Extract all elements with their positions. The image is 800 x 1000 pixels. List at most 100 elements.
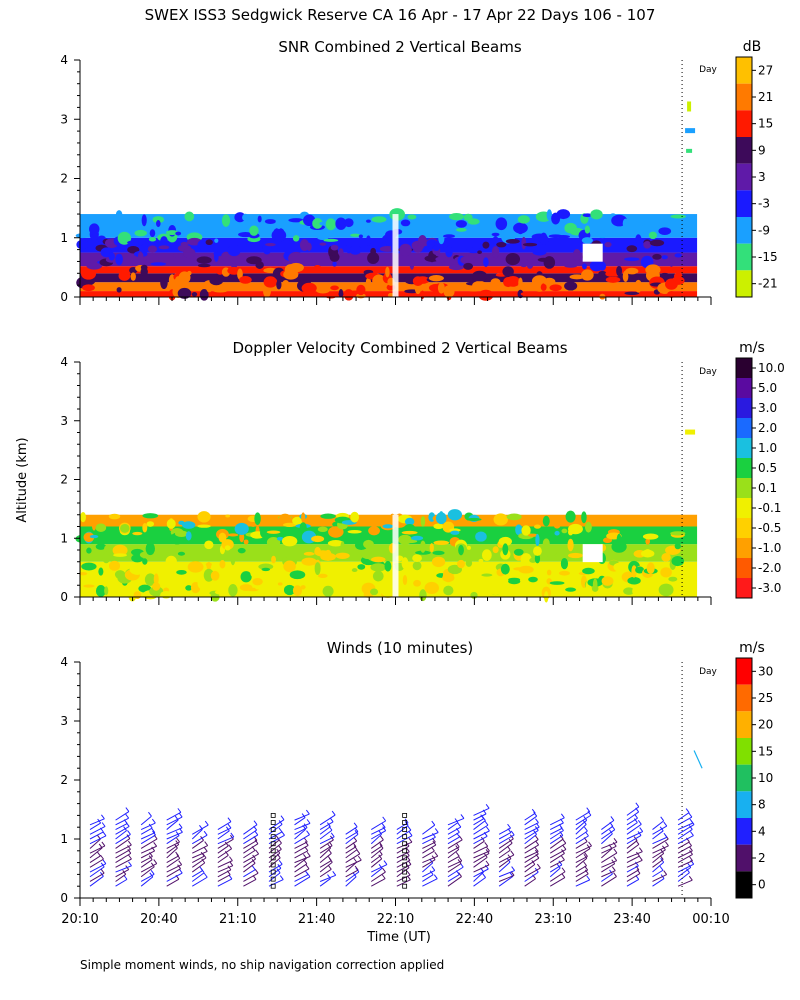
wind-barb-flag — [150, 862, 155, 868]
heatmap-patch — [289, 570, 306, 580]
wind-barb — [140, 832, 156, 840]
heatmap-patch — [252, 577, 263, 586]
colorbar-label: 10 — [758, 771, 773, 785]
heatmap-patch — [517, 289, 524, 299]
heatmap-patch — [297, 274, 311, 278]
heatmap-patch — [554, 530, 560, 536]
wind-barb — [140, 838, 158, 849]
wind-barb-flag — [203, 847, 208, 852]
heatmap-patch — [120, 523, 130, 533]
heatmap-patch — [196, 256, 212, 264]
heatmap-patch — [137, 251, 144, 264]
wind-barb-flag — [175, 851, 180, 857]
x-tick-label: 22:40 — [456, 912, 493, 927]
data-gap — [392, 214, 399, 297]
heatmap-patch — [185, 531, 192, 541]
heatmap-patch — [564, 281, 578, 291]
wind-barb — [140, 815, 152, 826]
heatmap-patch — [350, 511, 360, 523]
wind-barb-flag — [332, 871, 337, 876]
wind-barb-flag — [125, 813, 130, 819]
wind-barb — [140, 863, 157, 873]
wind-barb — [294, 827, 308, 835]
heatmap-patch — [572, 249, 581, 262]
wind-barb-flag — [100, 854, 104, 860]
wind-barb — [447, 817, 465, 826]
wind-barb — [575, 857, 588, 868]
heatmap-patch — [420, 290, 425, 300]
heatmap-patch — [95, 543, 107, 550]
heatmap-patch — [306, 242, 312, 251]
footnote: Simple moment winds, no ship navigation … — [80, 958, 445, 972]
wind-barb-flag — [204, 820, 209, 826]
wind-barb — [115, 817, 129, 826]
wind-barb — [396, 851, 410, 859]
wind-barb-flag — [201, 858, 206, 864]
wind-barb-flag — [511, 866, 516, 871]
wind-barb-flag — [127, 849, 132, 854]
heatmap-patch — [281, 535, 298, 547]
wind-barb-flag — [277, 845, 282, 850]
x-tick-label: 20:10 — [61, 912, 98, 927]
heatmap-patch — [89, 223, 100, 235]
wind-barb-flag — [148, 811, 152, 817]
heatmap-patch — [255, 261, 264, 269]
heatmap-patch — [644, 549, 651, 554]
heatmap-patch — [635, 234, 642, 245]
panel-3: Winds (10 minutes) Day 0 1 2 3 4 20:10 20:40 21:1… — [60, 639, 773, 927]
heatmap-patch — [521, 236, 527, 250]
wind-barb — [473, 845, 488, 854]
colorbar-label: -1.0 — [758, 541, 781, 555]
heatmap-patch — [416, 242, 429, 247]
wind-barb — [601, 860, 617, 868]
wind-barb — [294, 855, 311, 864]
wind-barb — [473, 852, 490, 864]
heatmap-patch — [351, 568, 358, 573]
heatmap-patch — [663, 587, 669, 592]
wind-barb-flag — [686, 868, 690, 873]
heatmap-patch — [153, 573, 159, 585]
heatmap-patch — [127, 246, 140, 254]
wind-barb-flag — [178, 868, 183, 874]
heatmap-patch — [477, 250, 482, 255]
wind-barb — [524, 815, 538, 826]
wind-barb-flag — [126, 834, 131, 839]
wind-barb — [447, 863, 462, 873]
heatmap-patch — [177, 551, 186, 556]
heatmap-patch — [81, 267, 97, 280]
heatmap-patch — [635, 566, 645, 574]
data-gap — [392, 514, 399, 597]
heatmap-patch — [419, 589, 427, 602]
heatmap-patch — [569, 573, 582, 579]
wind-barb-flag — [536, 863, 541, 869]
heatmap-patch — [505, 239, 520, 244]
wind-barb — [575, 814, 592, 826]
wind-barb — [166, 864, 182, 873]
wind-barb — [89, 858, 104, 868]
heatmap-patch — [670, 214, 686, 219]
heatmap-patch — [212, 288, 228, 293]
heatmap-patch — [104, 545, 109, 552]
heatmap-patch — [146, 521, 155, 527]
wind-barb-flag — [480, 814, 485, 819]
missing-marker — [402, 855, 408, 861]
wind-barb-flag — [100, 814, 105, 820]
wind-barb-flag — [354, 865, 359, 871]
wind-barb-flag — [279, 875, 284, 880]
heatmap-patch — [402, 574, 408, 586]
wind-barb-flag — [583, 861, 587, 867]
heatmap-patch — [232, 222, 248, 236]
heatmap-patch — [91, 517, 97, 531]
wind-barb — [575, 865, 587, 873]
wind-barb-flag — [484, 820, 489, 826]
wind-barb — [652, 859, 664, 868]
heatmap-patch — [466, 545, 471, 550]
wind-barb-flag — [561, 873, 566, 878]
wind-barb — [498, 834, 515, 845]
colorbar-label: 8 — [758, 798, 766, 812]
heatmap-patch — [455, 220, 467, 228]
wind-barb — [677, 822, 694, 831]
heatmap-patch — [564, 264, 577, 268]
colorbar-segment — [736, 137, 752, 164]
wind-barb — [345, 840, 357, 849]
